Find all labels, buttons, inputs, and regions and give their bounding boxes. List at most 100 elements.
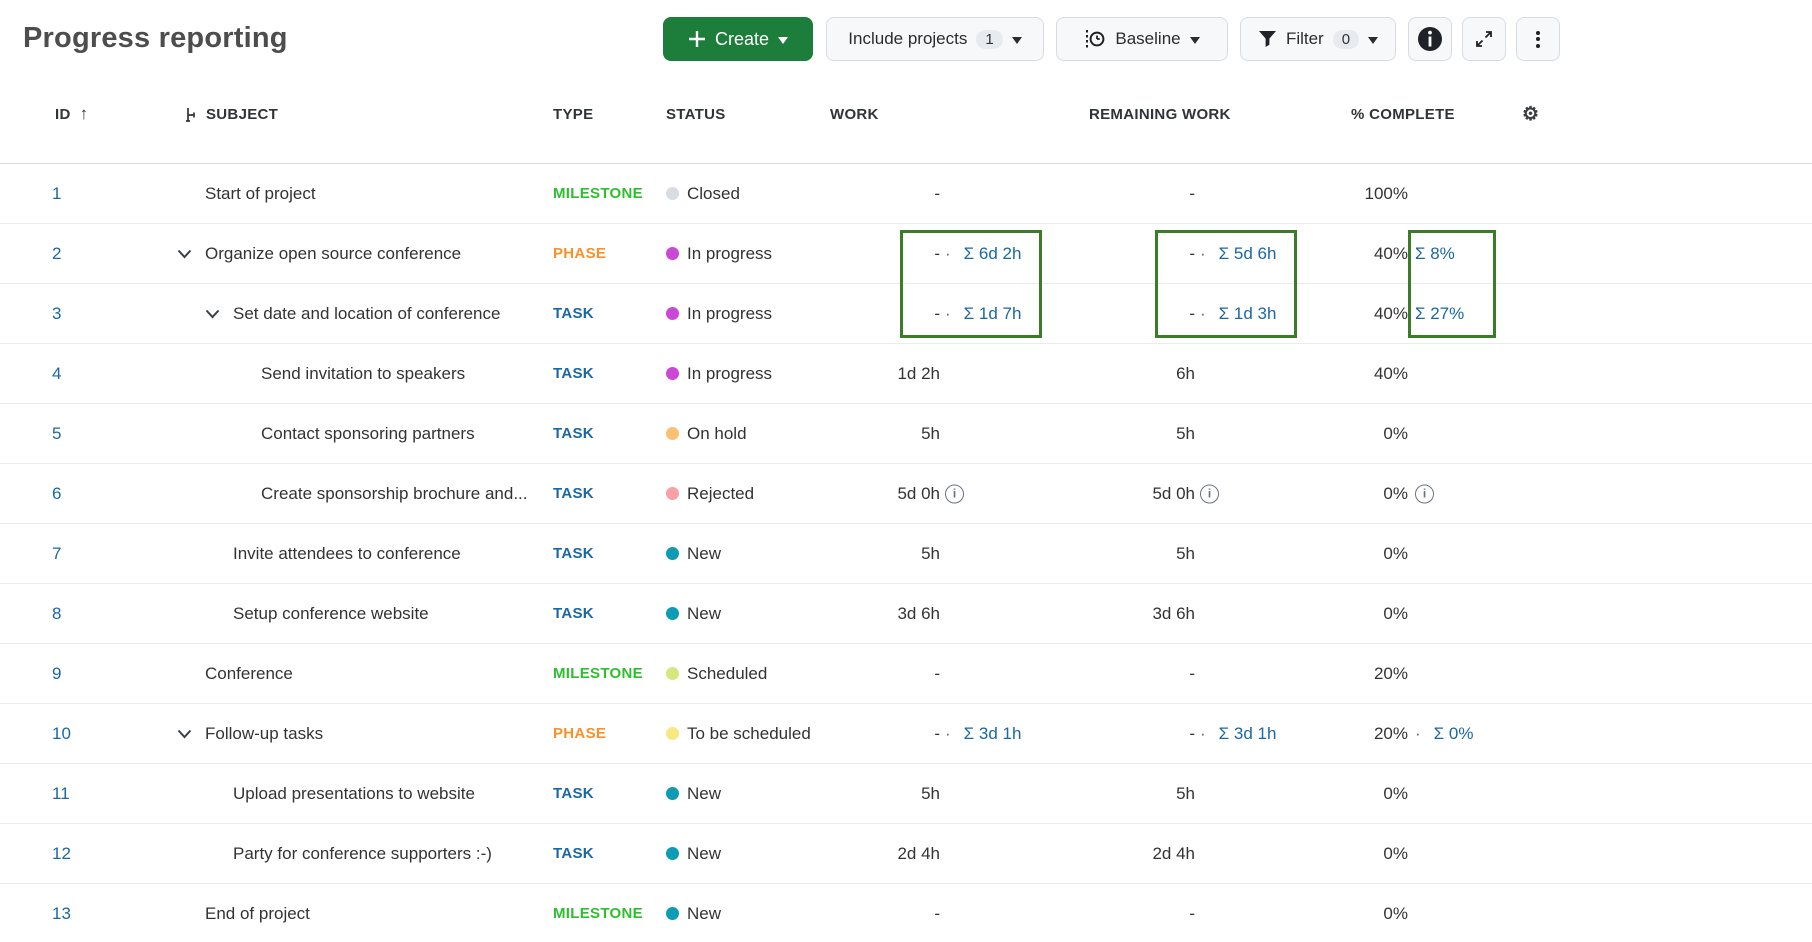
- remaining-work-cell[interactable]: - · Σ 5d 6h: [1045, 224, 1310, 283]
- work-cell[interactable]: -: [815, 644, 1045, 703]
- create-button[interactable]: Create: [663, 17, 813, 61]
- percent-complete-cell[interactable]: 0%: [1310, 524, 1410, 583]
- subject-link[interactable]: Conference: [205, 663, 293, 683]
- column-header-id[interactable]: ID ↑: [55, 104, 89, 123]
- work-cell[interactable]: - · Σ 3d 1h: [815, 704, 1045, 763]
- collapse-children-chevron-icon[interactable]: [177, 249, 205, 259]
- column-header-type[interactable]: TYPE: [553, 105, 594, 123]
- remaining-work-cell[interactable]: 5h: [1045, 404, 1310, 463]
- column-header-work[interactable]: WORK: [830, 105, 879, 123]
- info-icon[interactable]: i: [1200, 484, 1219, 503]
- type-cell[interactable]: TASK: [545, 524, 660, 583]
- fullscreen-button[interactable]: [1462, 17, 1506, 61]
- status-cell[interactable]: In progress: [660, 344, 815, 403]
- work-cell[interactable]: 5h: [815, 404, 1045, 463]
- type-cell[interactable]: TASK: [545, 284, 660, 343]
- percent-complete-cell[interactable]: 0%: [1310, 824, 1410, 883]
- status-cell[interactable]: On hold: [660, 404, 815, 463]
- work-package-id-link[interactable]: 4: [52, 363, 62, 383]
- remaining-work-cell[interactable]: 5d 0h i: [1045, 464, 1310, 523]
- status-cell[interactable]: Rejected: [660, 464, 815, 523]
- percent-complete-cell[interactable]: 100%: [1310, 164, 1410, 223]
- subject-link[interactable]: Set date and location of conference: [233, 303, 501, 323]
- status-cell[interactable]: New: [660, 584, 815, 643]
- subject-link[interactable]: Party for conference supporters :-): [233, 843, 492, 863]
- work-cell[interactable]: - · Σ 1d 7h: [815, 284, 1045, 343]
- percent-complete-cell[interactable]: 0%: [1310, 404, 1410, 463]
- work-package-id-link[interactable]: 3: [52, 303, 62, 323]
- collapse-children-chevron-icon[interactable]: [205, 309, 233, 319]
- work-cell[interactable]: -: [815, 164, 1045, 223]
- more-options-button[interactable]: [1516, 17, 1560, 61]
- remaining-work-cell[interactable]: - · Σ 1d 3h: [1045, 284, 1310, 343]
- type-cell[interactable]: TASK: [545, 764, 660, 823]
- subject-link[interactable]: Start of project: [205, 183, 316, 203]
- percent-complete-cell[interactable]: 20%: [1310, 644, 1410, 703]
- subject-link[interactable]: Invite attendees to conference: [233, 543, 461, 563]
- remaining-work-cell[interactable]: -: [1045, 164, 1310, 223]
- status-cell[interactable]: In progress: [660, 284, 815, 343]
- percent-complete-cell[interactable]: 0%: [1310, 764, 1410, 823]
- work-package-id-link[interactable]: 12: [52, 843, 71, 863]
- work-package-id-link[interactable]: 13: [52, 903, 71, 923]
- type-cell[interactable]: MILESTONE: [545, 164, 660, 223]
- work-package-id-link[interactable]: 6: [52, 483, 62, 503]
- status-cell[interactable]: New: [660, 884, 815, 942]
- status-cell[interactable]: New: [660, 524, 815, 583]
- type-cell[interactable]: TASK: [545, 584, 660, 643]
- work-cell[interactable]: 3d 6h: [815, 584, 1045, 643]
- remaining-work-cell[interactable]: 5h: [1045, 524, 1310, 583]
- work-package-id-link[interactable]: 9: [52, 663, 62, 683]
- status-cell[interactable]: In progress: [660, 224, 815, 283]
- info-icon[interactable]: i: [945, 484, 964, 503]
- status-cell[interactable]: New: [660, 824, 815, 883]
- type-cell[interactable]: TASK: [545, 404, 660, 463]
- remaining-work-cell[interactable]: 3d 6h: [1045, 584, 1310, 643]
- work-cell[interactable]: - · Σ 6d 2h: [815, 224, 1045, 283]
- percent-complete-cell[interactable]: 0% i: [1310, 464, 1434, 523]
- status-cell[interactable]: New: [660, 764, 815, 823]
- status-cell[interactable]: To be scheduled: [660, 704, 815, 763]
- type-cell[interactable]: MILESTONE: [545, 884, 660, 942]
- collapse-children-chevron-icon[interactable]: [177, 729, 205, 739]
- percent-complete-cell[interactable]: 0%: [1310, 884, 1410, 942]
- percent-complete-cell[interactable]: 40% Σ 27%: [1310, 284, 1464, 343]
- column-header-remaining-work[interactable]: REMAINING WORK: [1089, 105, 1231, 123]
- work-package-id-link[interactable]: 2: [52, 243, 62, 263]
- type-cell[interactable]: PHASE: [545, 224, 660, 283]
- subject-link[interactable]: Upload presentations to website: [233, 783, 475, 803]
- type-cell[interactable]: PHASE: [545, 704, 660, 763]
- work-package-id-link[interactable]: 7: [52, 543, 62, 563]
- type-cell[interactable]: TASK: [545, 824, 660, 883]
- subject-link[interactable]: End of project: [205, 903, 310, 923]
- info-icon[interactable]: i: [1415, 484, 1434, 503]
- percent-complete-cell[interactable]: 40% Σ 8%: [1310, 224, 1455, 283]
- column-header-percent-complete[interactable]: % COMPLETE: [1351, 105, 1455, 123]
- work-cell[interactable]: 5h: [815, 764, 1045, 823]
- column-header-subject[interactable]: SUBJECT: [185, 100, 278, 128]
- subject-link[interactable]: Send invitation to speakers: [261, 363, 466, 383]
- remaining-work-cell[interactable]: 5h: [1045, 764, 1310, 823]
- baseline-button[interactable]: Baseline: [1056, 17, 1228, 61]
- info-button[interactable]: [1408, 17, 1452, 61]
- percent-complete-cell[interactable]: 0%: [1310, 584, 1410, 643]
- include-projects-button[interactable]: Include projects 1: [826, 17, 1044, 61]
- remaining-work-cell[interactable]: -: [1045, 644, 1310, 703]
- subject-link[interactable]: Create sponsorship brochure and...: [261, 483, 528, 503]
- remaining-work-cell[interactable]: - · Σ 3d 1h: [1045, 704, 1310, 763]
- percent-complete-cell[interactable]: 40%: [1310, 344, 1410, 403]
- status-cell[interactable]: Closed: [660, 164, 815, 223]
- remaining-work-cell[interactable]: 2d 4h: [1045, 824, 1310, 883]
- work-package-id-link[interactable]: 10: [52, 723, 71, 743]
- work-cell[interactable]: 5d 0h i: [815, 464, 1045, 523]
- filter-button[interactable]: Filter 0: [1240, 17, 1396, 61]
- work-package-id-link[interactable]: 5: [52, 423, 62, 443]
- type-cell[interactable]: TASK: [545, 344, 660, 403]
- subject-link[interactable]: Follow-up tasks: [205, 723, 324, 743]
- status-cell[interactable]: Scheduled: [660, 644, 815, 703]
- subject-link[interactable]: Contact sponsoring partners: [261, 423, 475, 443]
- remaining-work-cell[interactable]: -: [1045, 884, 1310, 942]
- type-cell[interactable]: MILESTONE: [545, 644, 660, 703]
- work-cell[interactable]: 1d 2h: [815, 344, 1045, 403]
- work-package-id-link[interactable]: 1: [52, 183, 62, 203]
